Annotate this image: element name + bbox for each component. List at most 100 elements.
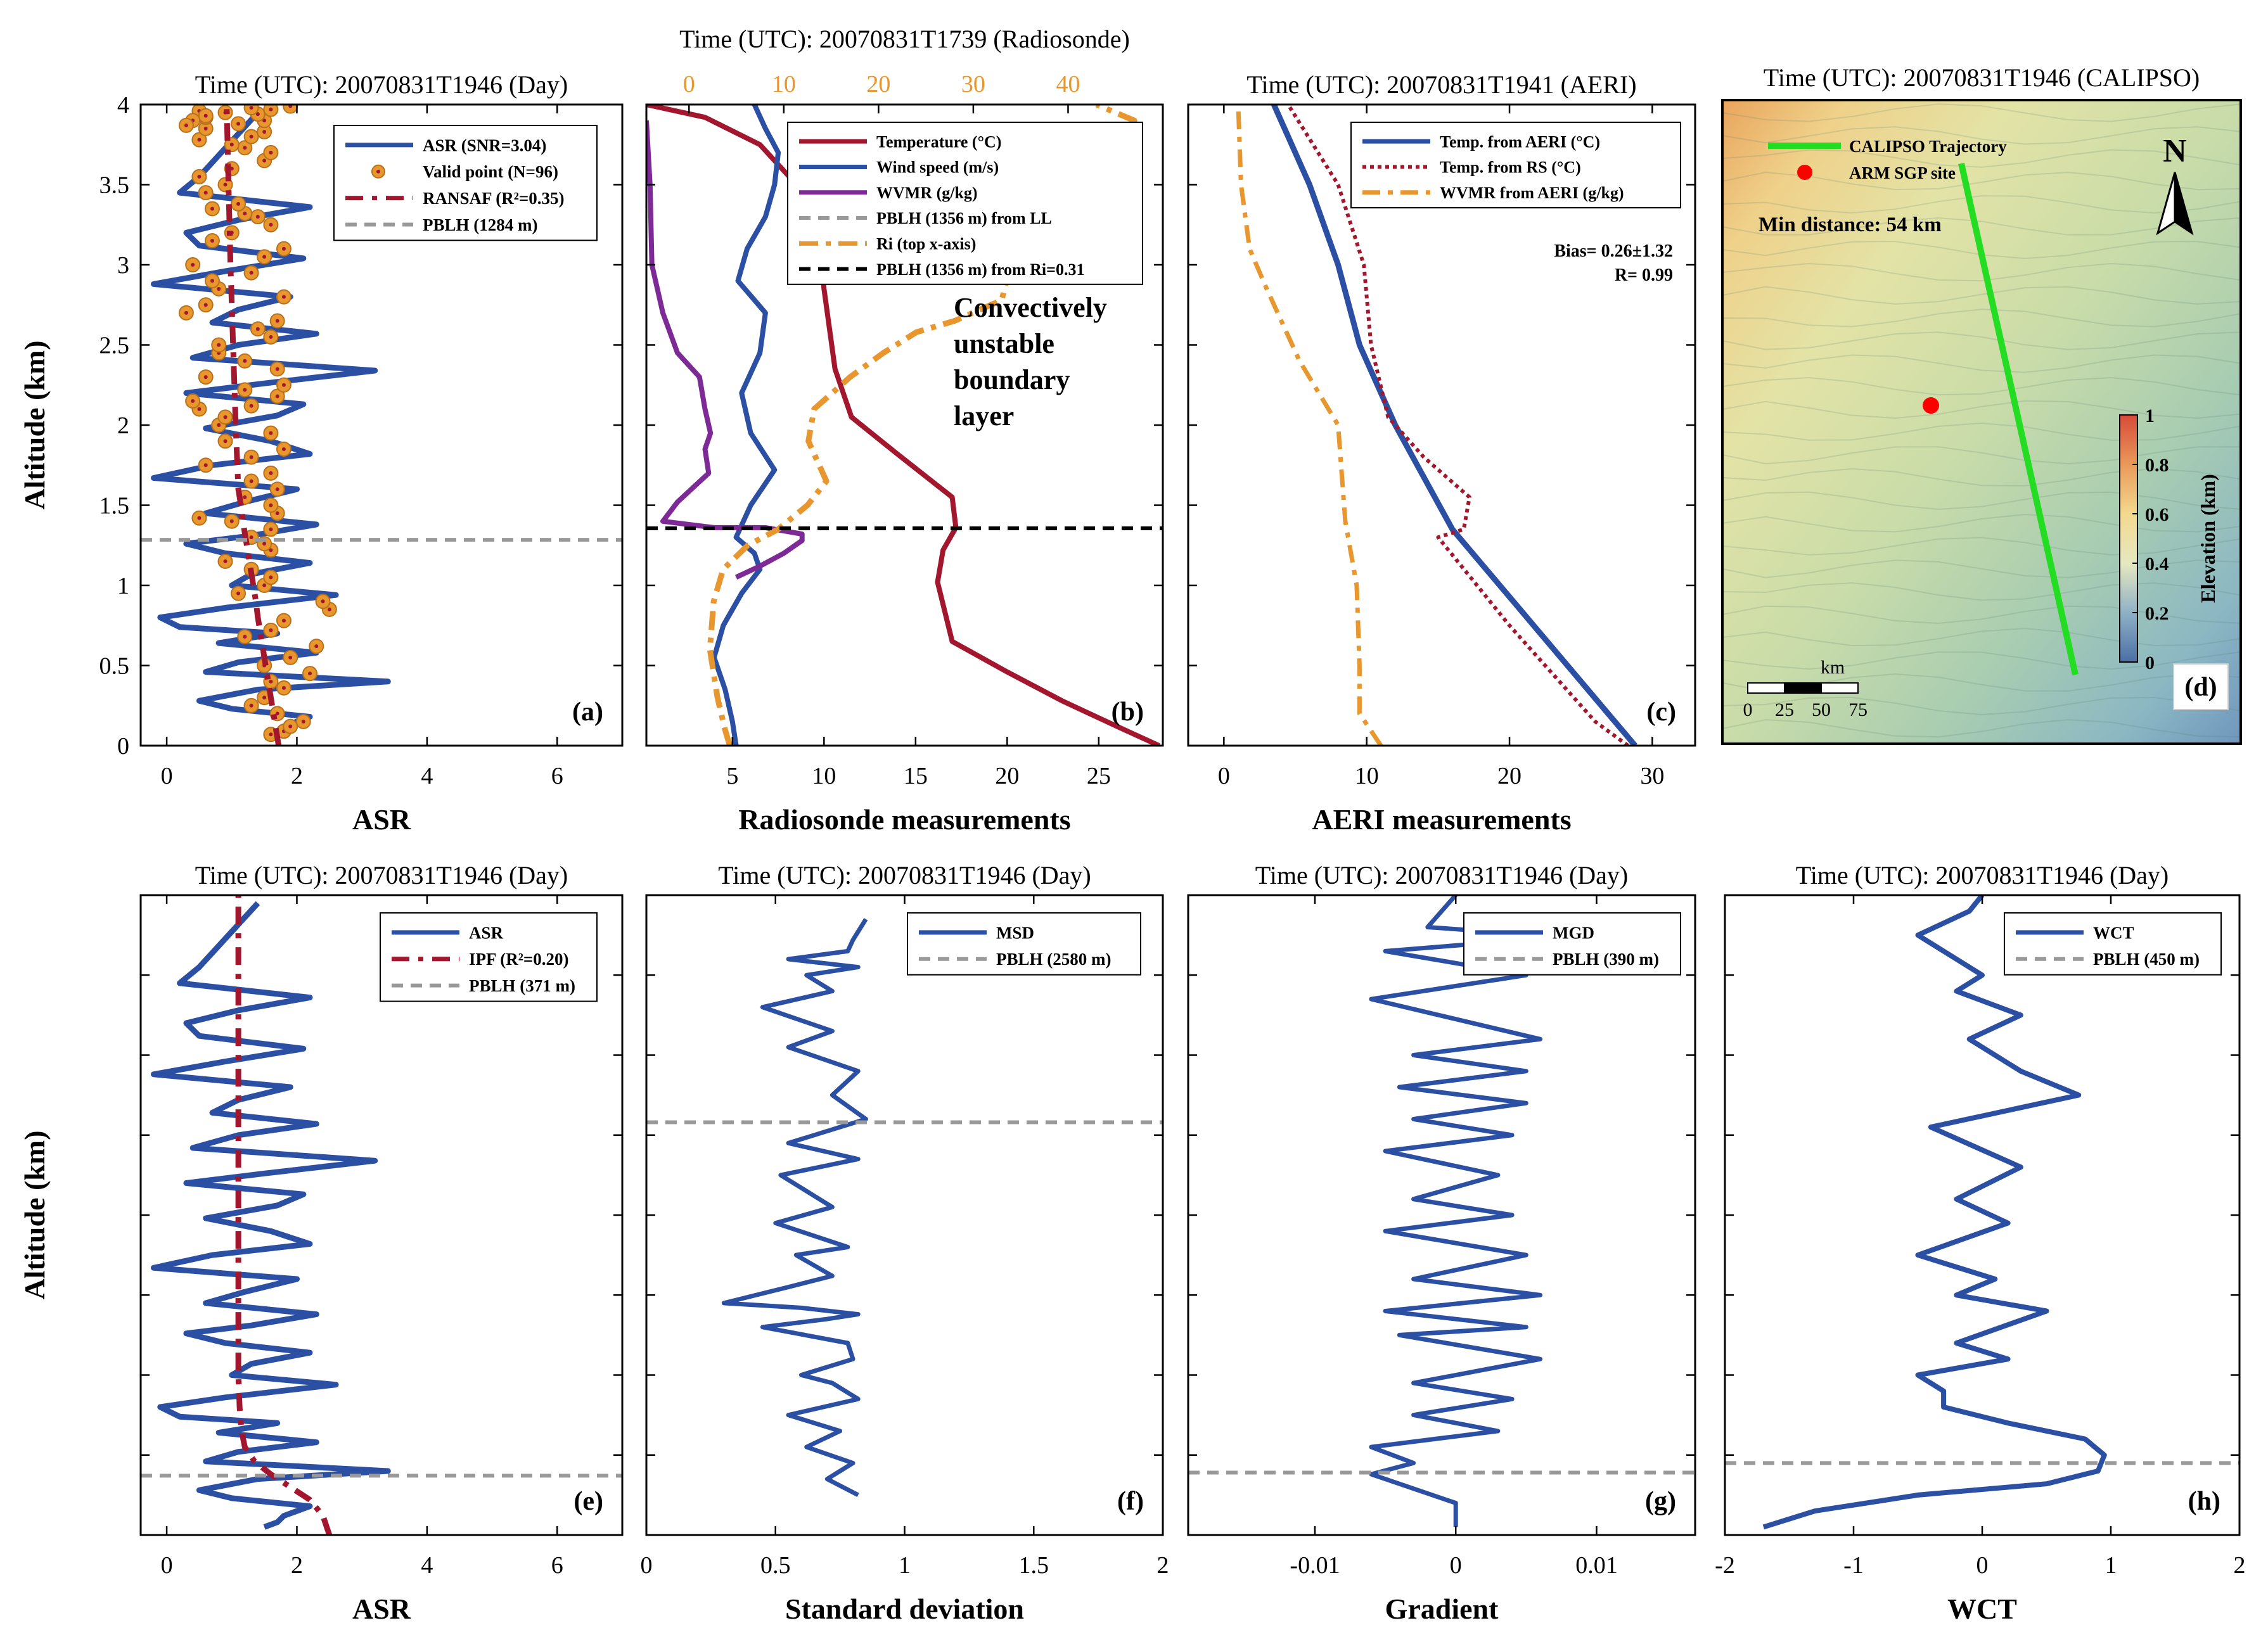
plot-area: [141, 105, 622, 746]
panel-title: Time (UTC): 20070831T1946 (Day): [718, 861, 1091, 889]
valid-point-center: [210, 279, 214, 283]
x-tick-label: 10: [1355, 763, 1379, 789]
valid-point-center: [269, 628, 273, 632]
valid-point-center: [243, 388, 247, 392]
x-tick-label: 2: [2234, 1552, 2246, 1579]
legend-entry: Ri (top x-axis): [876, 234, 976, 253]
valid-point-center: [184, 310, 188, 315]
x-tick-label: 20: [995, 763, 1019, 789]
valid-point-center: [281, 295, 286, 299]
panel-label: (e): [573, 1487, 603, 1516]
x-axis-label: AERI measurements: [1312, 803, 1571, 836]
drainage-line: [1722, 696, 2241, 715]
x-tick-label: 6: [551, 763, 563, 789]
arm-sgp-site-marker: [1923, 397, 1939, 414]
colorbar-tick-label: 1: [2145, 405, 2155, 426]
asr-series: [151, 901, 391, 1530]
valid-point-center: [223, 415, 227, 419]
asr-series: [151, 110, 391, 741]
legend-entry: PBLH (450 m): [2093, 950, 2200, 969]
y-tick-label: 2: [117, 412, 129, 439]
x-tick-label: -1: [1843, 1552, 1864, 1579]
valid-point-center: [327, 607, 331, 611]
valid-point-center: [255, 327, 260, 331]
y-tick-label: 2.5: [99, 333, 130, 359]
x-tick-label: 1: [2105, 1552, 2117, 1579]
ransaf-series: [224, 105, 282, 746]
valid-point-center: [262, 118, 267, 123]
panel-e: 0 2 4 6 Time (UTC): 20070831T1946 (Day) ASR Al…: [18, 861, 624, 1625]
valid-point-center: [203, 113, 208, 118]
valid-point-center: [197, 516, 202, 520]
top-x-tick-label: 0: [683, 71, 695, 98]
valid-point-center: [275, 487, 279, 492]
legend-entry: Wind speed (m/s): [876, 158, 999, 177]
x-tick-label: 15: [904, 763, 928, 789]
plot-area: [1725, 895, 2239, 1530]
top-x-tick-label: 20: [866, 71, 890, 98]
panel-label: (d): [2184, 673, 2217, 702]
valid-point-center: [269, 503, 273, 507]
legend-entry: WCT: [2093, 923, 2134, 942]
x-axis-label: ASR: [352, 1593, 411, 1625]
drainage-line: [1722, 491, 2241, 510]
map-frame: [1721, 99, 2242, 745]
x-tick-label: 4: [421, 763, 433, 789]
valid-point-center: [275, 394, 279, 398]
colorbar-label: Elevation (km): [2196, 474, 2219, 603]
legend-entry: PBLH (1356 m) from Ri=0.31: [876, 260, 1084, 279]
y-tick-label: 0: [117, 733, 129, 760]
x-tick-label: -2: [1715, 1552, 1735, 1579]
drainage-line: [1722, 651, 2241, 670]
y-tick-label: 4: [117, 92, 129, 118]
valid-point-center: [281, 383, 286, 387]
ipf-series: [235, 895, 333, 1535]
legend-entry: Temperature (°C): [876, 132, 1001, 151]
valid-point-center: [281, 246, 286, 251]
valid-point-center: [243, 359, 247, 363]
valid-point-center: [243, 495, 247, 499]
valid-point-center: [223, 559, 227, 564]
valid-point-center: [275, 319, 279, 323]
y-tick-label: 3.5: [99, 172, 130, 199]
drainage-line: [1722, 309, 2241, 328]
x-axis-label: Gradient: [1385, 1593, 1499, 1625]
scalebar-label: 0: [1743, 699, 1753, 720]
valid-point-center: [262, 583, 267, 587]
panel-b: 5 10 15 20 25 0 10 20 30 40 Time (UTC): 20070831T1…: [645, 25, 1164, 836]
valid-point-center: [243, 634, 247, 639]
panel-g: -0.01 0 0.01 Time (UTC): 20070831T1946 (Day…: [1187, 861, 1696, 1625]
legend-entry: Temp. from AERI (°C): [1440, 132, 1600, 151]
x-tick-label: -0.01: [1290, 1552, 1340, 1579]
valid-point-center: [217, 423, 221, 427]
legend-entry: Temp. from RS (°C): [1440, 158, 1581, 177]
valid-point-center: [217, 343, 221, 347]
valid-point-center: [229, 519, 234, 523]
drainage-line: [1722, 377, 2241, 396]
annotation-line: boundary: [954, 364, 1070, 395]
drainage-line: [1722, 605, 2241, 624]
valid-point-center: [262, 255, 267, 259]
top-x-tick-label: 40: [1056, 71, 1080, 98]
legend-box: [1463, 912, 1681, 976]
drainage-line: [1722, 217, 2241, 236]
valid-point-center: [269, 548, 273, 552]
panel-label: (b): [1112, 697, 1144, 727]
valid-point-center: [314, 644, 319, 649]
calipso-trajectory: [1958, 162, 2079, 676]
plot-area: [141, 895, 622, 1535]
x-tick-label: 30: [1640, 763, 1664, 789]
panel-c: 0 10 20 30 Time (UTC): 20070831T1941 (AERI) A…: [1187, 70, 1696, 836]
panel-title: Time (UTC): 20070831T1946 (CALIPSO): [1764, 63, 2200, 92]
stats-line: Bias= 0.26±1.32: [1554, 241, 1673, 261]
valid-point-center: [243, 212, 247, 216]
valid-point-center: [288, 655, 293, 659]
north-label: N: [2163, 133, 2187, 169]
drainage-line: [1722, 149, 2241, 168]
valid-point-center: [236, 201, 241, 206]
valid-point-center: [288, 724, 293, 729]
x-tick-label: 6: [551, 1552, 563, 1579]
valid-point-center: [269, 575, 273, 580]
legend-entry: PBLH (371 m): [469, 976, 575, 995]
drainage-line: [1722, 103, 2241, 122]
